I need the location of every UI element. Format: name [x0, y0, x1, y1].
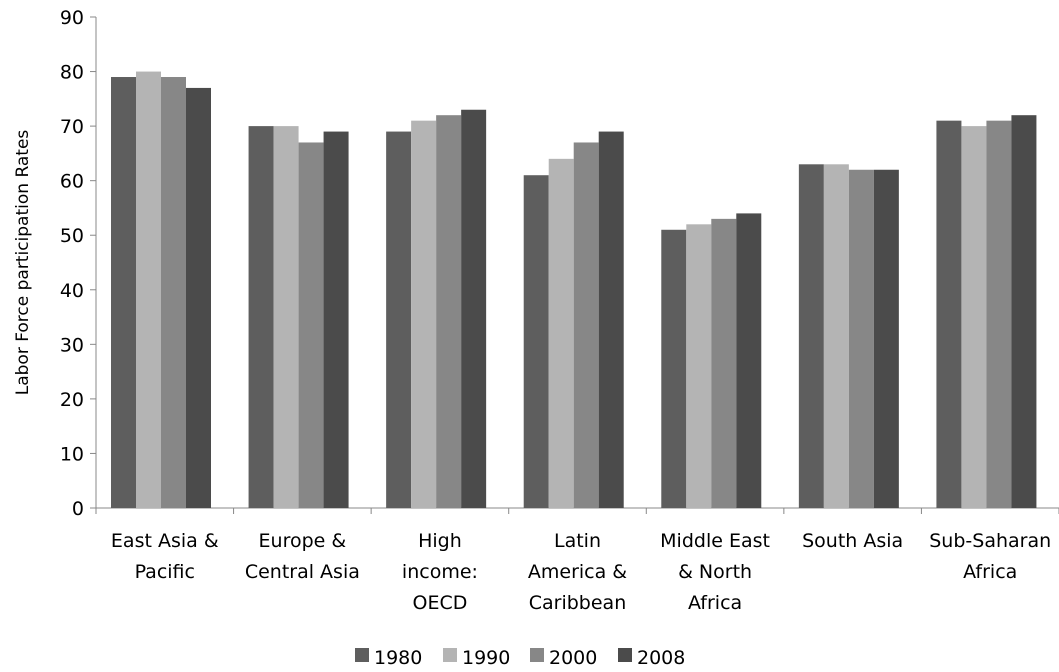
- y-axis: 0 10 20 30 40 50 60 70 80 90 Labor Force participa…: [13, 7, 97, 520]
- bar-1990-4: [548, 158, 574, 508]
- bar-2008-6: [873, 169, 899, 508]
- bar-1980-5: [661, 229, 687, 508]
- category-label-line: Africa: [688, 592, 742, 614]
- category-label-line: Africa: [963, 561, 1017, 583]
- bar-2000-1: [161, 77, 186, 508]
- bar-1980-1: [111, 77, 136, 508]
- bar-1990-6: [823, 164, 849, 509]
- y-tick-label: 10: [60, 443, 84, 465]
- bar-1980-7: [936, 120, 962, 509]
- y-tick-label: 60: [60, 171, 84, 193]
- y-tick-label: 30: [60, 334, 84, 356]
- category-label: East Asia & Pacific: [111, 530, 219, 583]
- bar-2008-3: [461, 109, 487, 508]
- bar-2000-3: [436, 115, 462, 508]
- bar-1990-5: [686, 224, 712, 509]
- bars: [111, 71, 1037, 509]
- bar-1990-1: [136, 71, 161, 509]
- bar-2000-2: [298, 142, 324, 508]
- bar-1980-3: [386, 131, 412, 509]
- legend-swatch-1980: [355, 648, 369, 662]
- category-label-line: America &: [528, 561, 627, 583]
- bar-2000-5: [711, 218, 737, 508]
- category-label: South Asia: [802, 530, 903, 552]
- legend: 1980 1990 2000 2008: [355, 647, 685, 669]
- bar-1990-3: [411, 120, 437, 509]
- bar-2000-6: [848, 169, 874, 508]
- legend-swatch-1990: [443, 648, 457, 662]
- y-tick-label: 20: [60, 389, 84, 411]
- y-tick-label: 50: [60, 225, 84, 247]
- bar-1980-6: [798, 164, 824, 509]
- bar-1990-2: [273, 126, 299, 508]
- category-label: Europe & Central Asia: [245, 530, 360, 583]
- bar-1990-7: [961, 126, 987, 508]
- category-label-line: Caribbean: [529, 592, 627, 614]
- y-tick-label: 90: [60, 7, 84, 29]
- bar-2008-5: [736, 213, 762, 508]
- bar-2000-4: [573, 142, 599, 508]
- legend-label-2000: 2000: [549, 647, 597, 669]
- category-label: High income: OECD: [402, 530, 478, 614]
- legend-swatch-2008: [618, 648, 632, 662]
- category-label-line: Sub-Saharan: [929, 530, 1051, 552]
- category-label-line: South Asia: [802, 530, 903, 552]
- category-label-line: & North: [678, 561, 752, 583]
- category-label-line: Pacific: [135, 561, 195, 583]
- category-label-line: Latin: [554, 530, 601, 552]
- category-label-line: Europe &: [259, 530, 347, 552]
- category-label-line: Central Asia: [245, 561, 360, 583]
- category-label: Latin America & Caribbean: [528, 530, 627, 614]
- bar-2008-1: [186, 87, 211, 508]
- y-tick-label: 0: [72, 498, 84, 520]
- bar-1980-2: [248, 126, 274, 508]
- bar-2008-7: [1011, 115, 1037, 508]
- bar-2000-7: [986, 120, 1012, 509]
- legend-label-1980: 1980: [374, 647, 422, 669]
- category-label: Middle East & North Africa: [660, 530, 770, 614]
- legend-label-2008: 2008: [637, 647, 685, 669]
- legend-label-1990: 1990: [462, 647, 510, 669]
- category-label-line: High: [418, 530, 462, 552]
- bar-1980-4: [523, 175, 549, 508]
- legend-swatch-2000: [530, 648, 544, 662]
- bar-2008-2: [323, 131, 349, 509]
- x-axis: East Asia & Pacific Europe & Central Asia Hi…: [95, 507, 1059, 614]
- category-label-line: OECD: [412, 592, 467, 614]
- category-label-line: Middle East: [660, 530, 770, 552]
- y-tick-label: 70: [60, 116, 84, 138]
- category-label-line: income:: [402, 561, 478, 583]
- bar-2008-4: [598, 131, 624, 509]
- y-tick-label: 80: [60, 62, 84, 84]
- category-label: Sub-Saharan Africa: [929, 530, 1051, 583]
- y-axis-title: Labor Force participation Rates: [13, 130, 33, 396]
- category-label-line: East Asia &: [111, 530, 219, 552]
- y-tick-label: 40: [60, 280, 84, 302]
